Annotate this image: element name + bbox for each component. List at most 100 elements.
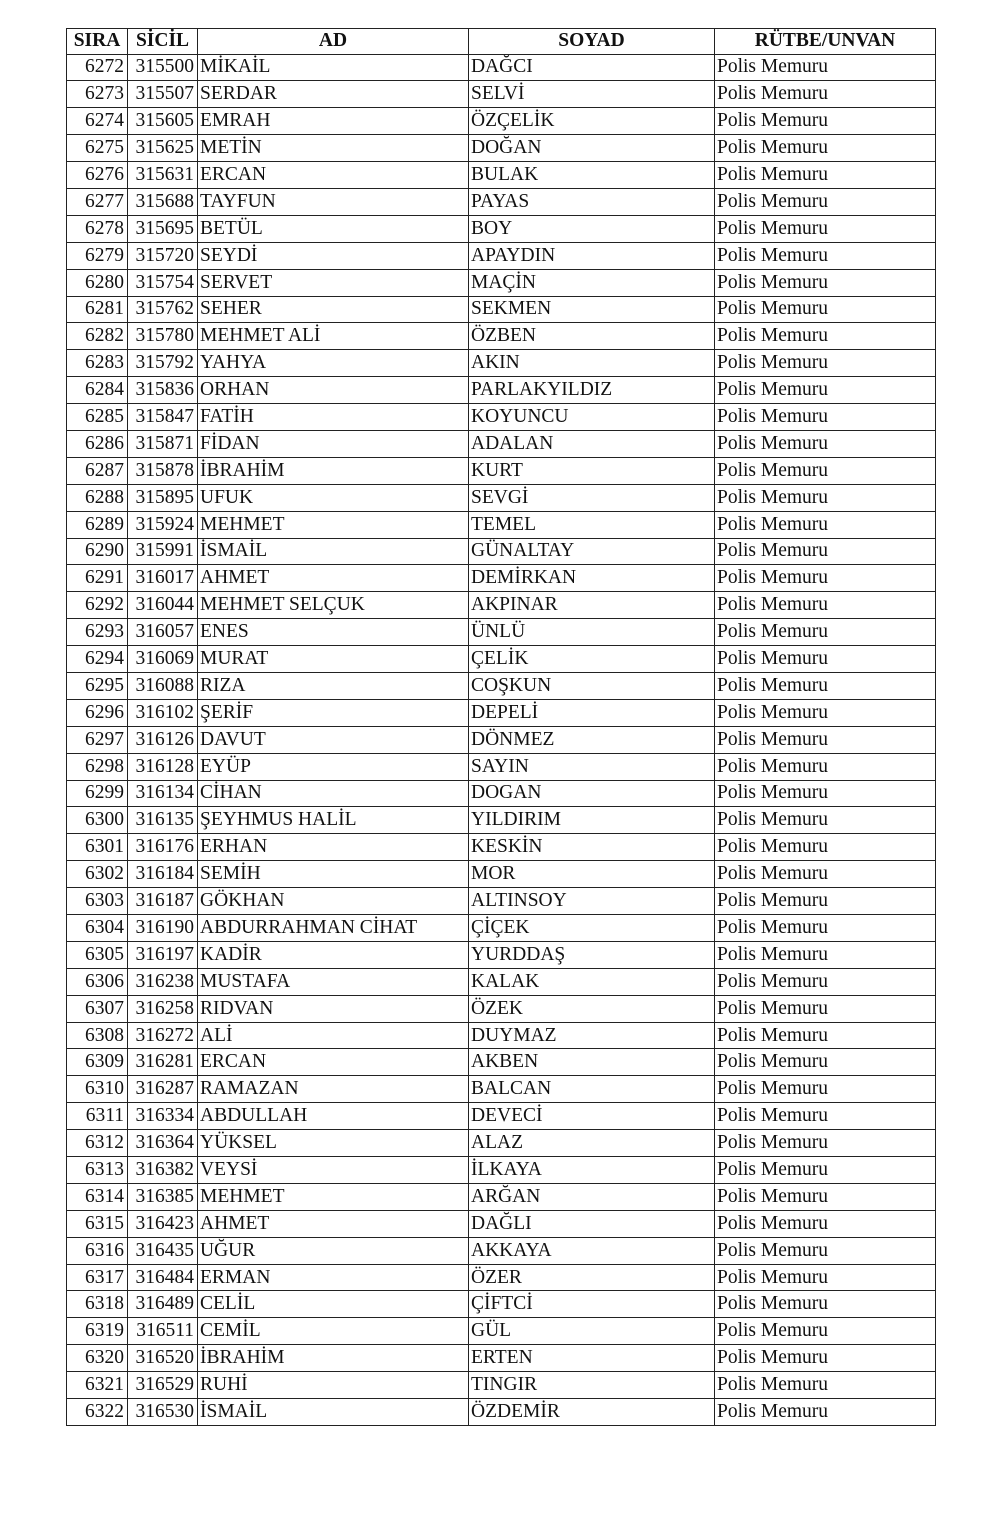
cell-rutbe-unvan: Polis Memuru	[714, 295, 936, 324]
cell-ad: MEHMET	[197, 1182, 469, 1211]
cell-rutbe-unvan: Polis Memuru	[714, 134, 936, 163]
table-row: 6278 315695 BETÜL BOY Polis Memuru	[66, 214, 936, 243]
header-ad: AD	[197, 28, 469, 55]
cell-sicil: 316281	[127, 1048, 198, 1077]
cell-rutbe-unvan: Polis Memuru	[714, 214, 936, 243]
cell-soyad: KALAK	[468, 967, 715, 996]
cell-rutbe-unvan: Polis Memuru	[714, 187, 936, 216]
cell-rutbe-unvan: Polis Memuru	[714, 1048, 936, 1077]
cell-sicil: 316385	[127, 1182, 198, 1211]
cell-sira: 6295	[66, 671, 128, 700]
cell-ad: METİN	[197, 134, 469, 163]
cell-rutbe-unvan: Polis Memuru	[714, 1263, 936, 1292]
cell-rutbe-unvan: Polis Memuru	[714, 483, 936, 512]
table-row: 6284 315836 ORHAN PARLAKYILDIZ Polis Memuru	[66, 376, 936, 405]
cell-sicil: 316184	[127, 860, 198, 889]
table-row: 6311 316334 ABDULLAH DEVECİ Polis Memuru	[66, 1102, 936, 1131]
cell-soyad: ÇİFTCİ	[468, 1290, 715, 1319]
cell-sira: 6293	[66, 618, 128, 647]
cell-sira: 6318	[66, 1290, 128, 1319]
table-row: 6298 316128 EYÜP SAYIN Polis Memuru	[66, 752, 936, 781]
cell-rutbe-unvan: Polis Memuru	[714, 1075, 936, 1104]
cell-sicil: 316135	[127, 806, 198, 835]
table-row: 6293 316057 ENES ÜNLÜ Polis Memuru	[66, 618, 936, 647]
table-row: 6313 316382 VEYSİ İLKAYA Polis Memuru	[66, 1156, 936, 1184]
cell-rutbe-unvan: Polis Memuru	[714, 914, 936, 942]
cell-rutbe-unvan: Polis Memuru	[714, 53, 936, 82]
cell-sicil: 315507	[127, 80, 198, 109]
cell-rutbe-unvan: Polis Memuru	[714, 994, 936, 1023]
table-row: 6286 315871 FİDAN ADALAN Polis Memuru	[66, 429, 936, 458]
table-row: 6291 316017 AHMET DEMİRKAN Polis Memuru	[66, 564, 936, 593]
table-row: 6288 315895 UFUK SEVGİ Polis Memuru	[66, 483, 936, 512]
cell-ad: ŞEYHMUS HALİL	[197, 806, 469, 835]
cell-soyad: ÜNLÜ	[468, 618, 715, 647]
table-row: 6282 315780 MEHMET ALİ ÖZBEN Polis Memuru	[66, 322, 936, 351]
cell-rutbe-unvan: Polis Memuru	[714, 725, 936, 754]
cell-rutbe-unvan: Polis Memuru	[714, 1102, 936, 1131]
cell-rutbe-unvan: Polis Memuru	[714, 752, 936, 781]
cell-soyad: TEMEL	[468, 510, 715, 539]
cell-sira: 6287	[66, 456, 128, 485]
cell-sira: 6273	[66, 80, 128, 109]
cell-ad: İBRAHİM	[197, 456, 469, 485]
cell-sicil: 316176	[127, 833, 198, 862]
cell-soyad: ADALAN	[468, 429, 715, 458]
cell-ad: ALİ	[197, 1021, 469, 1050]
cell-sicil: 316134	[127, 779, 198, 808]
cell-sicil: 316128	[127, 752, 198, 781]
cell-rutbe-unvan: Polis Memuru	[714, 887, 936, 915]
cell-ad: MİKAİL	[197, 53, 469, 82]
table-row: 6294 316069 MURAT ÇELİK Polis Memuru	[66, 645, 936, 673]
cell-soyad: DOĞAN	[468, 134, 715, 163]
cell-soyad: DEPELİ	[468, 698, 715, 727]
cell-soyad: KURT	[468, 456, 715, 485]
cell-rutbe-unvan: Polis Memuru	[714, 268, 936, 297]
cell-sicil: 315895	[127, 483, 198, 512]
cell-soyad: TINGIR	[468, 1371, 715, 1400]
cell-sira: 6304	[66, 914, 128, 942]
cell-ad: RIDVAN	[197, 994, 469, 1023]
cell-rutbe-unvan: Polis Memuru	[714, 1156, 936, 1184]
cell-soyad: BALCAN	[468, 1075, 715, 1104]
cell-ad: DAVUT	[197, 725, 469, 754]
table-row: 6292 316044 MEHMET SELÇUK AKPINAR Polis Memu…	[66, 591, 936, 620]
table-row: 6290 315991 İSMAİL GÜNALTAY Polis Memuru	[66, 537, 936, 566]
table-row: 6318 316489 CELİL ÇİFTCİ Polis Memuru	[66, 1290, 936, 1319]
cell-soyad: ALTINSOY	[468, 887, 715, 915]
cell-sicil: 315754	[127, 268, 198, 297]
cell-sicil: 316272	[127, 1021, 198, 1050]
cell-sicil: 316017	[127, 564, 198, 593]
cell-soyad: İLKAYA	[468, 1156, 715, 1184]
cell-sira: 6314	[66, 1182, 128, 1211]
cell-soyad: APAYDIN	[468, 241, 715, 270]
cell-soyad: ÇİÇEK	[468, 914, 715, 942]
cell-sira: 6274	[66, 107, 128, 136]
cell-rutbe-unvan: Polis Memuru	[714, 1371, 936, 1400]
cell-sira: 6290	[66, 537, 128, 566]
cell-sicil: 316489	[127, 1290, 198, 1319]
cell-rutbe-unvan: Polis Memuru	[714, 591, 936, 620]
header-sicil: SİCİL	[127, 28, 198, 55]
cell-sicil: 315688	[127, 187, 198, 216]
cell-rutbe-unvan: Polis Memuru	[714, 322, 936, 351]
table-row: 6307 316258 RIDVAN ÖZEK Polis Memuru	[66, 994, 936, 1023]
cell-sicil: 316044	[127, 591, 198, 620]
cell-rutbe-unvan: Polis Memuru	[714, 698, 936, 727]
table-row: 6275 315625 METİN DOĞAN Polis Memuru	[66, 134, 936, 163]
table-row: 6310 316287 RAMAZAN BALCAN Polis Memuru	[66, 1075, 936, 1104]
cell-sicil: 316520	[127, 1344, 198, 1373]
cell-rutbe-unvan: Polis Memuru	[714, 618, 936, 647]
cell-soyad: ERTEN	[468, 1344, 715, 1373]
cell-rutbe-unvan: Polis Memuru	[714, 1021, 936, 1050]
cell-soyad: YURDDAŞ	[468, 940, 715, 969]
cell-soyad: COŞKUN	[468, 671, 715, 700]
cell-rutbe-unvan: Polis Memuru	[714, 1236, 936, 1265]
cell-ad: İSMAİL	[197, 537, 469, 566]
cell-sira: 6281	[66, 295, 128, 324]
cell-sira: 6282	[66, 322, 128, 351]
table-row: 6308 316272 ALİ DUYMAZ Polis Memuru	[66, 1021, 936, 1050]
cell-rutbe-unvan: Polis Memuru	[714, 1398, 936, 1426]
cell-soyad: SEVGİ	[468, 483, 715, 512]
cell-soyad: SEKMEN	[468, 295, 715, 324]
